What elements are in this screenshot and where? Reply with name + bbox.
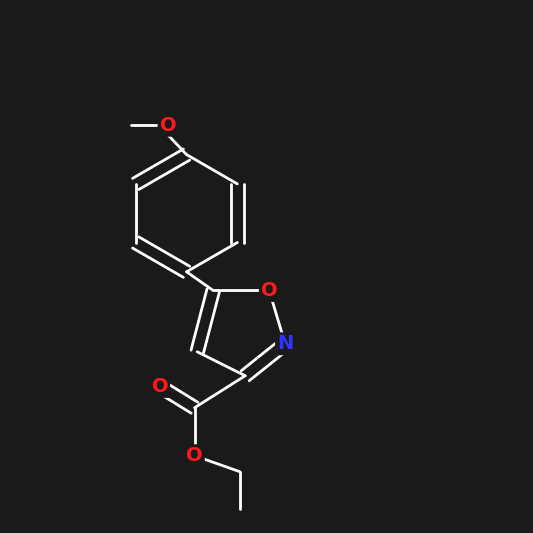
Text: N: N [277, 334, 293, 353]
Text: O: O [151, 377, 168, 396]
Text: O: O [186, 446, 203, 465]
Text: O: O [159, 116, 176, 135]
Text: O: O [261, 281, 278, 300]
